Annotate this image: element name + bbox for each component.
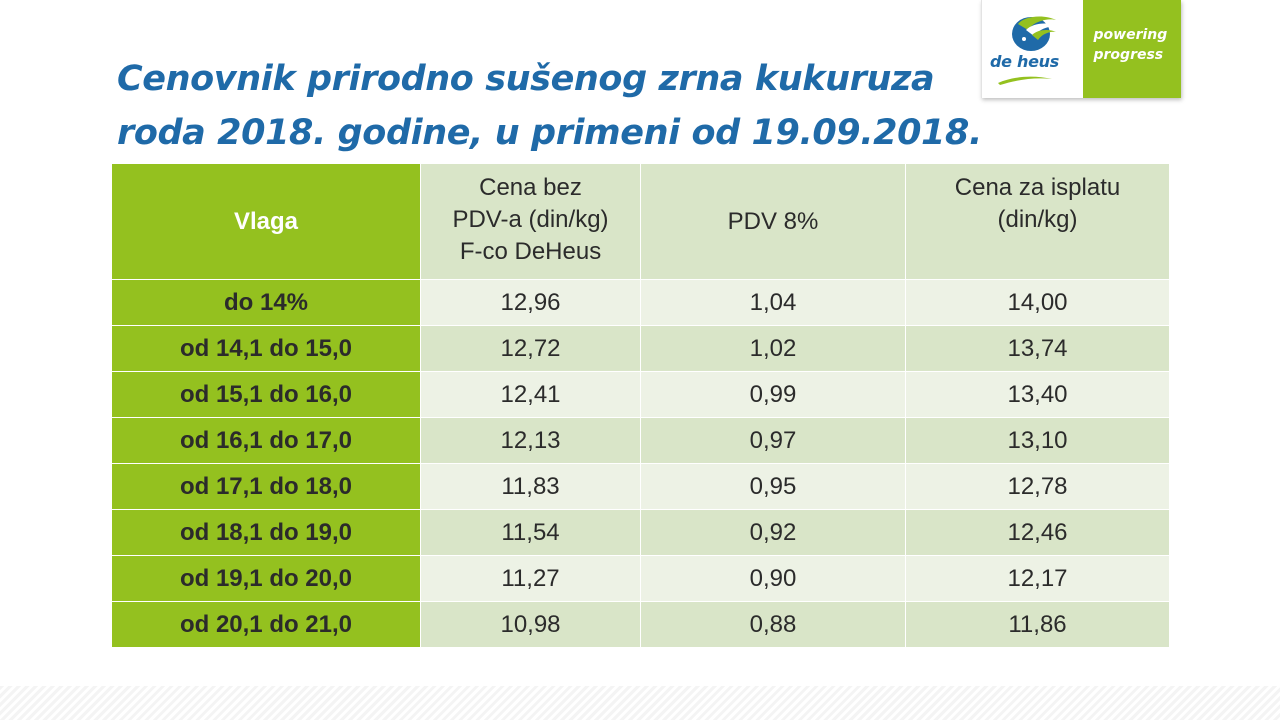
cell-pdv: 0,92 xyxy=(640,509,906,556)
cell-cena-bez-pdv: 11,27 xyxy=(420,555,641,602)
cell-pdv: 0,95 xyxy=(640,463,906,510)
table-header-row: Vlaga Cena bez PDV-a (din/kg) F-co DeHeu… xyxy=(111,163,1170,280)
cell-cena-za-isplatu: 11,86 xyxy=(905,601,1170,648)
cell-cena-za-isplatu: 13,74 xyxy=(905,325,1170,372)
table-row: od 17,1 do 18,0 11,83 0,95 12,78 xyxy=(111,463,1170,510)
table-row: od 20,1 do 21,0 10,98 0,88 11,86 xyxy=(111,601,1170,648)
header-cena-bez-pdv-line-1: Cena bez xyxy=(479,174,582,201)
header-cena-za-isplatu-line-1: Cena za isplatu xyxy=(954,174,1121,201)
cell-cena-za-isplatu: 13,40 xyxy=(905,371,1170,418)
cell-pdv: 0,97 xyxy=(640,417,906,464)
cell-cena-bez-pdv: 12,13 xyxy=(420,417,641,464)
cell-vlaga: od 17,1 do 18,0 xyxy=(111,463,421,510)
header-cena-bez-pdv: Cena bez PDV-a (din/kg) F-co DeHeus xyxy=(420,163,641,280)
cell-vlaga: od 18,1 do 19,0 xyxy=(111,509,421,556)
tagline: powering progress xyxy=(1094,25,1168,65)
slide-title: Cenovnik prirodno sušenog zrna kukuruza … xyxy=(117,52,997,160)
globe-icon xyxy=(1012,16,1059,51)
price-table: Vlaga Cena bez PDV-a (din/kg) F-co DeHeu… xyxy=(111,163,1170,648)
header-vlaga: Vlaga xyxy=(111,163,421,280)
table-row: od 18,1 do 19,0 11,54 0,92 12,46 xyxy=(111,509,1170,556)
table-row: od 15,1 do 16,0 12,41 0,99 13,40 xyxy=(111,371,1170,418)
brand-name: de heus xyxy=(990,52,1059,71)
table-row: od 16,1 do 17,0 12,13 0,97 13,10 xyxy=(111,417,1170,464)
cell-pdv: 0,99 xyxy=(640,371,906,418)
cell-vlaga: od 19,1 do 20,0 xyxy=(111,555,421,602)
table-row: od 19,1 do 20,0 11,27 0,90 12,17 xyxy=(111,555,1170,602)
cell-cena-bez-pdv: 11,54 xyxy=(420,509,641,556)
tagline-panel: powering progress xyxy=(1082,0,1181,98)
cell-pdv: 0,88 xyxy=(640,601,906,648)
header-cena-bez-pdv-line-3: F-co DeHeus xyxy=(459,238,602,265)
de-heus-logo: de heus powering progress xyxy=(981,0,1181,98)
cell-cena-bez-pdv: 12,96 xyxy=(420,279,641,326)
tagline-line-2: progress xyxy=(1093,47,1164,63)
cell-vlaga: od 16,1 do 17,0 xyxy=(111,417,421,464)
header-cena-za-isplatu: Cena za isplatu (din/kg) xyxy=(905,163,1170,280)
title-line-1: Cenovnik prirodno sušenog zrna kukuruza xyxy=(117,59,935,99)
cell-vlaga: od 20,1 do 21,0 xyxy=(111,601,421,648)
cell-vlaga: do 14% xyxy=(111,279,421,326)
table-row: od 14,1 do 15,0 12,72 1,02 13,74 xyxy=(111,325,1170,372)
cell-cena-bez-pdv: 11,83 xyxy=(420,463,641,510)
cell-vlaga: od 14,1 do 15,0 xyxy=(111,325,421,372)
cell-cena-za-isplatu: 14,00 xyxy=(905,279,1170,326)
cell-cena-za-isplatu: 12,46 xyxy=(905,509,1170,556)
title-line-2: roda 2018. godine, u primeni od 19.09.20… xyxy=(117,113,982,153)
table-row: do 14% 12,96 1,04 14,00 xyxy=(111,279,1170,326)
cell-pdv: 1,02 xyxy=(640,325,906,372)
cell-pdv: 1,04 xyxy=(640,279,906,326)
header-cena-bez-pdv-line-2: PDV-a (din/kg) xyxy=(452,206,609,233)
logo-mark-panel: de heus xyxy=(981,0,1083,98)
cell-cena-bez-pdv: 12,72 xyxy=(420,325,641,372)
swoosh-icon xyxy=(998,76,1052,85)
cell-pdv: 0,90 xyxy=(640,555,906,602)
tagline-line-1: powering xyxy=(1093,27,1168,43)
cell-cena-bez-pdv: 10,98 xyxy=(420,601,641,648)
cell-cena-bez-pdv: 12,41 xyxy=(420,371,641,418)
cell-cena-za-isplatu: 13,10 xyxy=(905,417,1170,464)
cell-cena-za-isplatu: 12,17 xyxy=(905,555,1170,602)
header-pdv: PDV 8% xyxy=(640,163,906,280)
decorative-footer-band xyxy=(0,686,1280,720)
cell-cena-za-isplatu: 12,78 xyxy=(905,463,1170,510)
header-cena-za-isplatu-line-2: (din/kg) xyxy=(997,206,1078,233)
cell-vlaga: od 15,1 do 16,0 xyxy=(111,371,421,418)
